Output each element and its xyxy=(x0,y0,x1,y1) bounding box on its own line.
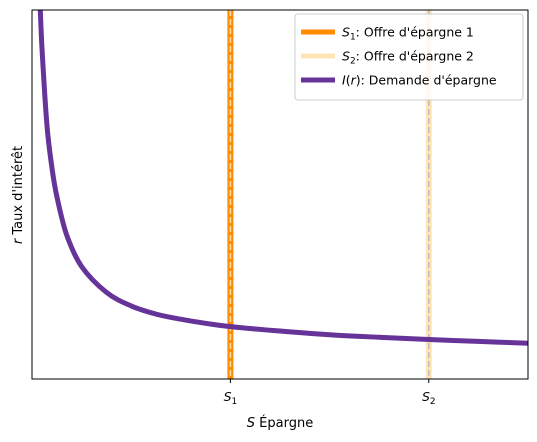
legend-label-2: S2: Offre d'épargne 2 xyxy=(342,49,474,67)
legend-label-1: S1: Offre d'épargne 1 xyxy=(342,25,474,43)
legend-box xyxy=(294,13,524,101)
x-axis-ticks: S1 S2 xyxy=(224,379,436,407)
x-tick-label-2: S2 xyxy=(422,389,436,407)
plot-area xyxy=(37,10,528,379)
y-axis-label: r Taux d'intérêt xyxy=(11,146,26,244)
legend: S1: Offre d'épargne 1 S2: Offre d'épargne… xyxy=(294,13,524,101)
x-axis-label: S Épargne xyxy=(247,415,313,431)
legend-label-3: I(r): Demande d'épargne xyxy=(342,73,497,88)
plot-frame xyxy=(31,9,529,380)
x-tick-label-1: S1 xyxy=(224,389,238,407)
demand-curve xyxy=(37,10,528,346)
